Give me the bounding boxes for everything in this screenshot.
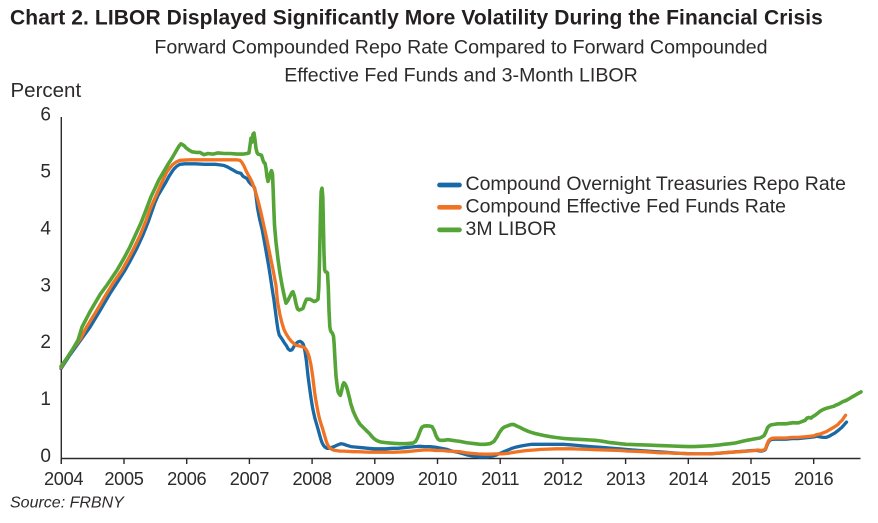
svg-text:Chart 2. LIBOR Displayed Signi: Chart 2. LIBOR Displayed Significantly M… bbox=[10, 7, 823, 30]
svg-text:2016: 2016 bbox=[794, 469, 833, 489]
svg-text:6: 6 bbox=[40, 105, 51, 126]
svg-text:2015: 2015 bbox=[731, 469, 770, 489]
svg-text:Percent: Percent bbox=[11, 79, 82, 102]
svg-text:4: 4 bbox=[40, 218, 51, 239]
svg-text:Effective Fed Funds and 3-Mont: Effective Fed Funds and 3-Month LIBOR bbox=[284, 65, 638, 87]
svg-text:Compound Effective Fed Funds R: Compound Effective Fed Funds Rate bbox=[466, 196, 786, 218]
svg-text:1: 1 bbox=[40, 389, 51, 410]
svg-text:0: 0 bbox=[40, 446, 51, 467]
svg-text:2011: 2011 bbox=[481, 469, 519, 489]
svg-text:2: 2 bbox=[40, 332, 51, 353]
svg-text:2013: 2013 bbox=[606, 469, 645, 489]
svg-text:2008: 2008 bbox=[292, 469, 331, 489]
svg-text:5: 5 bbox=[40, 162, 51, 183]
svg-text:2004: 2004 bbox=[44, 469, 83, 489]
svg-text:2014: 2014 bbox=[669, 469, 708, 489]
svg-text:2006: 2006 bbox=[167, 469, 206, 489]
svg-text:2005: 2005 bbox=[104, 469, 143, 489]
svg-text:3: 3 bbox=[40, 275, 51, 296]
svg-text:2010: 2010 bbox=[418, 469, 457, 489]
svg-text:2012: 2012 bbox=[543, 469, 582, 489]
svg-text:2007: 2007 bbox=[230, 469, 269, 489]
svg-text:3M LIBOR: 3M LIBOR bbox=[466, 218, 557, 240]
svg-text:2009: 2009 bbox=[355, 469, 394, 489]
svg-text:Source: FRBNY: Source: FRBNY bbox=[10, 495, 125, 512]
svg-text:Compound Overnight Treasuries: Compound Overnight Treasuries Repo Rate bbox=[466, 173, 846, 195]
svg-text:Forward Compounded Repo Rate C: Forward Compounded Repo Rate Compared to… bbox=[154, 37, 767, 59]
